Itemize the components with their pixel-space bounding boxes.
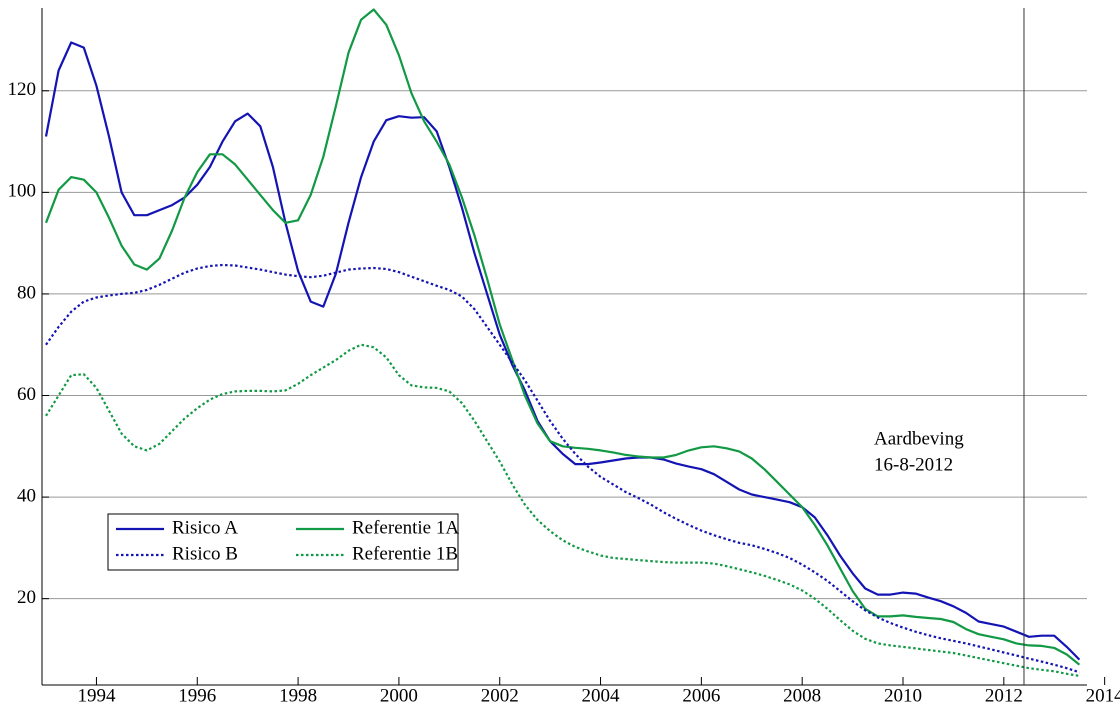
legend-label: Referentie 1A — [352, 517, 459, 538]
y-tick-label: 80 — [17, 282, 36, 303]
x-tick-label: 1996 — [178, 685, 216, 706]
legend-label: Risico A — [172, 517, 238, 538]
legend-label: Risico B — [172, 543, 238, 564]
x-tick-label: 2004 — [582, 685, 621, 706]
x-tick-label: 2002 — [481, 685, 519, 706]
legend-box — [107, 513, 459, 571]
y-tick-label: 120 — [8, 79, 37, 100]
y-tick-label: 100 — [8, 181, 37, 202]
y-tick-label: 40 — [17, 485, 36, 506]
annotation-text: 16-8-2012 — [874, 454, 953, 475]
legend: Risico A Referentie 1A Risico B Referentie … — [107, 513, 459, 571]
x-tick-label: 2014 — [1086, 685, 1120, 706]
series-line — [45, 263, 1080, 674]
y-tick-label: 60 — [17, 384, 36, 405]
x-tick-label: 2000 — [380, 685, 418, 706]
x-tick-label: 2012 — [985, 685, 1023, 706]
legend-label: Referentie 1B — [352, 543, 458, 564]
x-tick-label: 2008 — [783, 685, 821, 706]
x-tick-label: 2006 — [682, 685, 720, 706]
x-tick-label: 1998 — [279, 685, 317, 706]
series-line — [44, 41, 1081, 661]
annotation-text: Aardbeving — [874, 428, 964, 449]
x-tick-label: 2010 — [884, 685, 922, 706]
y-tick-label: 20 — [17, 587, 36, 608]
x-tick-label: 1994 — [77, 685, 116, 706]
series-line — [44, 8, 1081, 666]
